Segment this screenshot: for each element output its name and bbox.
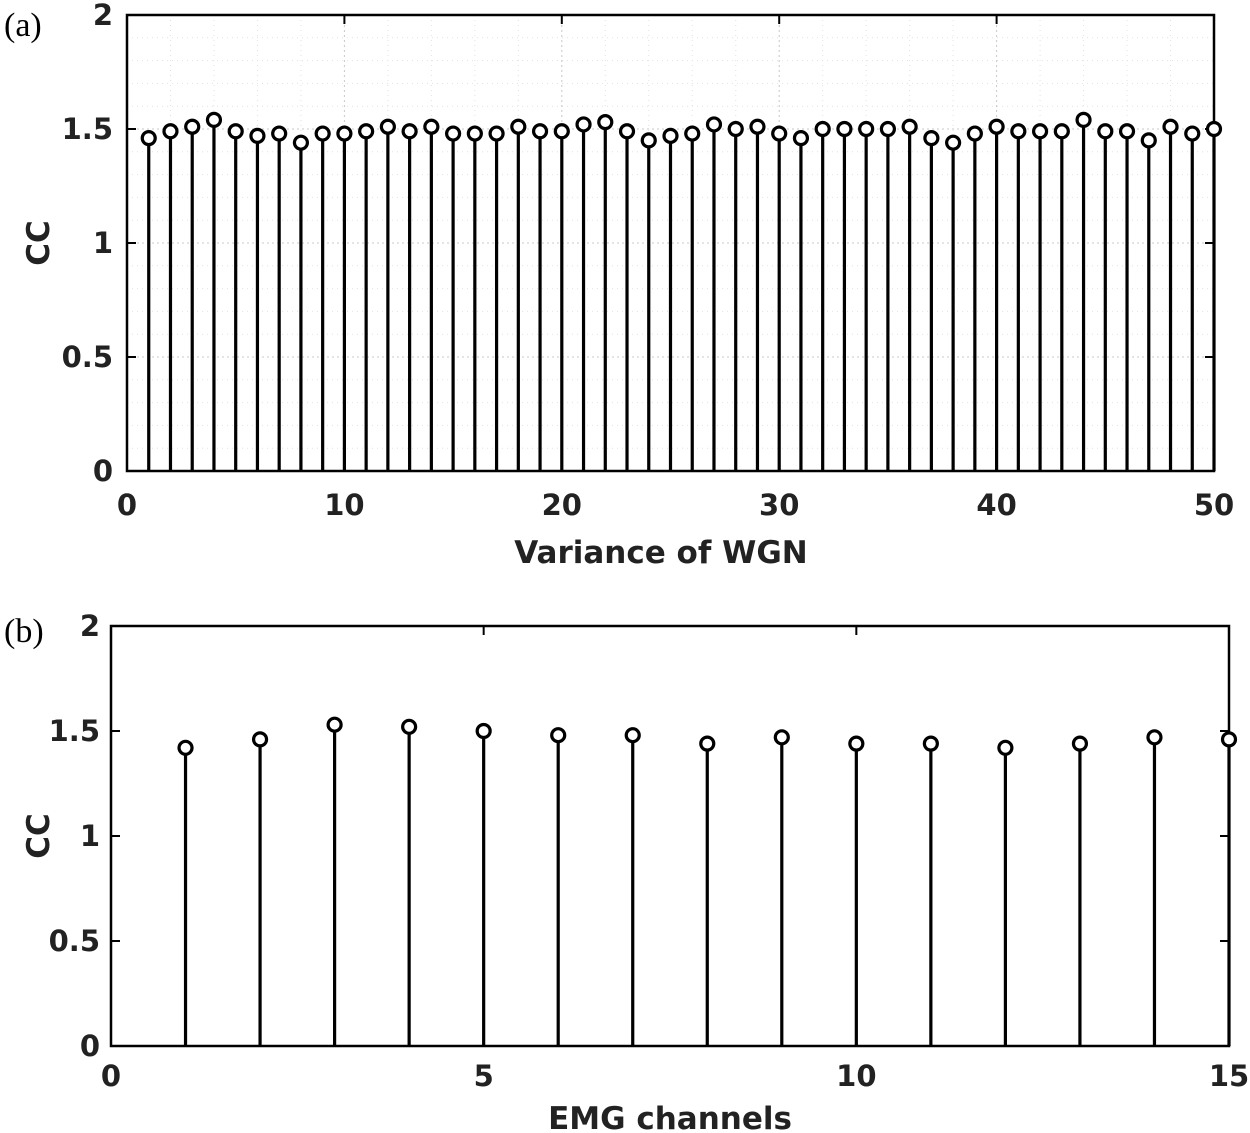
panel-a-stem-marker xyxy=(140,130,157,147)
panel-a-stem-marker xyxy=(1075,111,1092,128)
panel-b-y-tick-label: 0 xyxy=(80,1029,100,1063)
panel-b-stem-marker xyxy=(177,739,194,756)
panel-a-stem-marker xyxy=(205,111,223,128)
panel-a-y-tick-label: 2 xyxy=(93,0,113,32)
panel-a-stem-marker xyxy=(314,125,331,142)
panel-a-stem-marker xyxy=(184,118,201,135)
panel-b-stem-marker xyxy=(699,735,716,752)
panel-a-stem-marker xyxy=(466,125,483,142)
panel-a-stem-marker xyxy=(640,132,657,149)
panel-a-stem-marker xyxy=(597,114,614,131)
panel-b-x-tick-label: 0 xyxy=(101,1059,121,1093)
panel-a-stem-marker xyxy=(1118,123,1136,140)
panel-b-stem-marker xyxy=(773,729,790,746)
panel-b-x-tick-label: 15 xyxy=(1209,1059,1249,1093)
panel-a-stem-marker xyxy=(1031,123,1049,140)
panel-a-stem-marker xyxy=(749,118,766,135)
panel-a-stem-marker xyxy=(1010,123,1027,140)
panel-a-stem-marker xyxy=(901,118,918,135)
panel-b-y-tick-label: 1.5 xyxy=(49,714,100,748)
panel-a-x-tick-label: 40 xyxy=(976,488,1016,522)
panel-a-x-axis-title: Variance of WGN xyxy=(514,535,807,571)
panel-a-stem-marker xyxy=(705,116,723,133)
panel-b-y-tick-label: 1 xyxy=(80,819,100,853)
panel-a-stem-marker xyxy=(684,125,701,142)
panel-a-stem-marker xyxy=(292,134,310,151)
panel-a-letter: (a) xyxy=(4,7,42,44)
panel-b-x-tick-label: 10 xyxy=(836,1059,876,1093)
panel-b-x-tick-label: 5 xyxy=(474,1059,494,1093)
panel-b-axes-frame xyxy=(109,624,1231,1048)
panel-a-stem-marker xyxy=(1053,123,1070,140)
panel-b-y-tick-label: 0.5 xyxy=(49,924,100,958)
panel-a-stem-marker xyxy=(945,134,962,151)
panel-b-stem-marker xyxy=(1220,731,1238,748)
panel-b-stem-marker xyxy=(326,716,343,733)
panel-b-plot-area: 0 5 10 15 0 0.5 1 1.5 2 xyxy=(49,609,1250,1093)
panel-b-stem-marker xyxy=(1071,735,1089,752)
panel-a-stem-marker xyxy=(814,120,831,138)
panel-a-stem-marker xyxy=(792,130,810,147)
panel-a-y-tick-label: 1 xyxy=(93,226,113,260)
panel-a-stem-marker xyxy=(510,118,527,135)
panel-b-y-axis-title: CC xyxy=(21,813,57,859)
panel-a-plot-area: 0 10 20 30 40 50 0 0.5 1 1.5 2 xyxy=(62,0,1235,522)
panel-a-stem-marker xyxy=(531,123,549,140)
panel-a-stem-marker xyxy=(401,123,418,140)
panel-a-stem-marker xyxy=(1205,120,1223,138)
panel-b-x-axis-title: EMG channels xyxy=(548,1101,792,1133)
panel-a-stem-marker xyxy=(858,120,875,138)
panel-a-stem-marker xyxy=(271,125,288,142)
panel-a-stem-marker xyxy=(553,123,570,140)
panel-a-stem-marker xyxy=(771,125,788,142)
panel-a-stem-marker xyxy=(358,123,375,140)
panel-a-stem-marker xyxy=(423,118,440,135)
panel-a-stem-marker xyxy=(336,125,353,142)
panel-a-stem-marker xyxy=(966,125,983,142)
panel-a-x-tick-label: 0 xyxy=(117,488,137,522)
panel-b-stem-marker xyxy=(848,735,865,752)
panel-b-stem-marker xyxy=(475,722,492,740)
panel-b-stem-marker xyxy=(550,727,567,744)
panel-b-stem-marker xyxy=(997,739,1014,756)
panel-b-letter: (b) xyxy=(4,613,44,650)
panel-a-stem-marker xyxy=(618,123,636,140)
panel-a-stem-marker xyxy=(445,125,462,142)
panel-b-stem-marker xyxy=(624,727,641,744)
panel-a-y-tick-label: 1.5 xyxy=(62,112,113,146)
panel-a-stem-marker xyxy=(879,120,897,138)
panel-a-stem-marker xyxy=(836,120,853,138)
panel-a-y-tick-label: 0 xyxy=(93,454,113,488)
panel-a-stem-marker xyxy=(662,127,679,144)
panel-a-x-tick-label: 10 xyxy=(324,488,364,522)
panel-a-stem-marker xyxy=(249,127,266,144)
panel-a-x-tick-label: 20 xyxy=(542,488,582,522)
panel-a-stem-marker xyxy=(923,130,940,147)
panel-b-stem-marker xyxy=(1146,729,1163,746)
panel-a-stem-marker xyxy=(727,120,744,138)
panel-a-y-axis-title: CC xyxy=(21,220,57,266)
panel-a-stem-marker xyxy=(1184,125,1201,142)
panel-b-stem-marker xyxy=(401,718,418,735)
panel-a-stem-chart: (a) 0 10 20 30 40 50 0 0.5 1 1.5 2 Variance of WGN… xyxy=(4,0,1234,571)
panel-b-stem-chart: (b) 0 5 10 15 0 0.5 1 1.5 2 EMG channels CC xyxy=(4,609,1249,1133)
panel-b-y-tick-label: 2 xyxy=(80,609,100,643)
panel-a-stem-marker xyxy=(488,125,505,142)
panel-a-x-tick-label: 50 xyxy=(1194,488,1234,522)
panel-a-stem-marker xyxy=(1140,132,1157,149)
panel-a-x-tick-label: 30 xyxy=(759,488,799,522)
panel-a-stem-marker xyxy=(988,118,1005,135)
panel-a-stem-marker xyxy=(379,118,396,135)
panel-b-stem-marker xyxy=(251,731,269,748)
panel-a-y-tick-label: 0.5 xyxy=(62,340,113,374)
panel-a-stem-marker xyxy=(1097,123,1114,140)
panel-a-stem-marker xyxy=(162,123,179,140)
panel-a-stem-marker xyxy=(1162,118,1179,135)
panel-a-stem-marker xyxy=(227,123,244,140)
panel-a-stem-marker xyxy=(575,116,592,133)
panel-b-stem-marker xyxy=(922,735,939,752)
